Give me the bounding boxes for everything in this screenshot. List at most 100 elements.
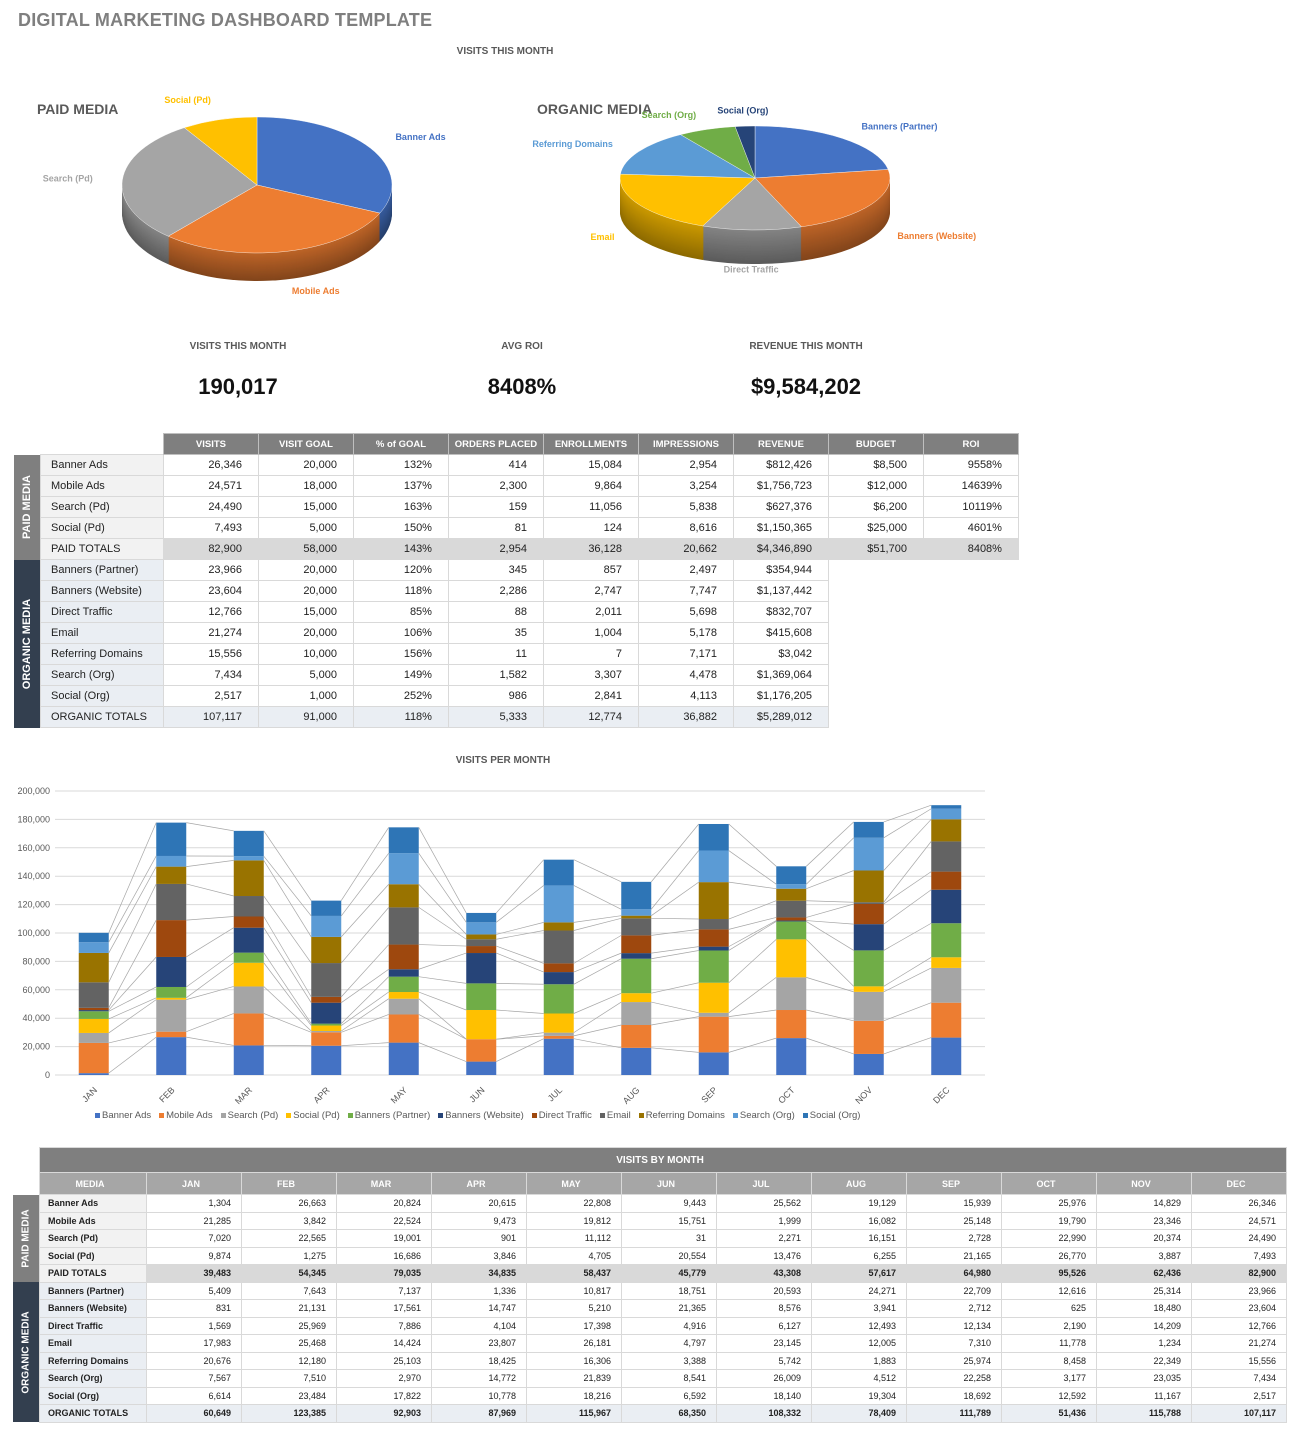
cell: 163%	[352, 496, 449, 518]
cell: 18,480	[1096, 1299, 1192, 1318]
series-line	[728, 917, 777, 930]
cell: 150%	[352, 517, 449, 539]
legend-item: Banner Ads	[95, 1110, 151, 1121]
bar-segment	[776, 888, 807, 901]
kpi-roi-value: 8408%	[487, 374, 557, 399]
x-tick-label: AUG	[621, 1085, 642, 1105]
series-line	[263, 986, 312, 1032]
x-tick-label: APR	[312, 1085, 333, 1105]
row-label: ORGANIC TOTALS	[39, 1404, 147, 1423]
series-line	[263, 855, 312, 917]
bar-segment	[156, 1031, 187, 1038]
cell: 1,275	[241, 1246, 337, 1265]
row-label: Email	[39, 1334, 147, 1353]
cell: $1,176,205	[732, 685, 829, 707]
bar-segment	[311, 1025, 342, 1031]
cell: 62,436	[1096, 1264, 1192, 1283]
series-line	[883, 819, 932, 871]
cell: 10,817	[526, 1281, 622, 1300]
bar-segment	[156, 822, 187, 856]
legend-item: Direct Traffic	[531, 1110, 592, 1121]
series-line	[341, 968, 389, 1003]
cell: 120%	[352, 559, 449, 581]
cell: 81	[447, 517, 544, 539]
month-header: MAR	[336, 1172, 432, 1195]
organic-media-band: ORGANIC MEDIA	[14, 559, 41, 728]
series-line	[186, 860, 234, 867]
totals-row: PAID TOTALS 39,483 54,345 79,035 34,835 58,43…	[13, 1264, 1287, 1283]
row-label: Search (Org)	[39, 1369, 147, 1388]
series-line	[573, 992, 622, 1014]
cell: 19,812	[526, 1211, 622, 1230]
cell: 26,009	[716, 1369, 812, 1388]
cell: 5,210	[526, 1299, 622, 1318]
legend-swatch	[599, 1113, 605, 1118]
series-line	[496, 885, 544, 923]
visits-by-month-table: VISITS BY MONTH MEDIA JAN FEB MAR APR MAY JUN JU…	[13, 1147, 1287, 1423]
cell: 43,308	[716, 1264, 812, 1283]
cell: 7,567	[146, 1369, 242, 1388]
cell: $4,346,890	[732, 538, 829, 560]
series-line	[651, 929, 699, 936]
column-header: ORDERS PLACED	[447, 433, 544, 455]
x-tick-label: SEP	[699, 1085, 719, 1105]
legend-item: Mobile Ads	[159, 1110, 213, 1121]
bar-segment	[776, 866, 807, 885]
cell: 132%	[352, 454, 449, 476]
legend-label: Banners (Website)	[445, 1110, 524, 1121]
cell: 12,774	[542, 706, 639, 728]
cell: 15,000	[257, 496, 354, 518]
bar-segment	[776, 900, 807, 918]
cell: 10119%	[922, 496, 1019, 518]
bar-segment	[156, 999, 187, 1032]
cell: 1,582	[447, 664, 544, 686]
bar-segment	[931, 1002, 962, 1038]
table-row: Direct Traffic 12,766 15,000 85% 88 2,011 5,69…	[14, 601, 1018, 623]
bar-segment	[78, 1010, 109, 1012]
bar-segment	[233, 1013, 264, 1046]
cell: 3,307	[542, 664, 639, 686]
bar-segment	[931, 957, 962, 968]
series-line	[883, 956, 932, 987]
cell: 20,000	[257, 622, 354, 644]
bar-segment	[776, 920, 807, 922]
cell: 54,345	[241, 1264, 337, 1283]
row-label: Search (Pd)	[40, 496, 164, 518]
series-line	[806, 870, 854, 890]
y-tick-label: 180,000	[17, 814, 50, 824]
legend-swatch	[159, 1113, 165, 1118]
cell: 901	[431, 1229, 527, 1248]
series-line	[108, 986, 157, 1012]
cell: $627,376	[732, 496, 829, 518]
cell: 21,839	[526, 1369, 622, 1388]
legend-item: Email	[599, 1110, 631, 1121]
cell: 7,493	[162, 517, 259, 539]
series-line	[186, 822, 234, 832]
bar-segment	[621, 935, 652, 954]
pie-slice	[167, 184, 381, 254]
column-header: IMPRESSIONS	[637, 433, 734, 455]
bar-segment	[156, 997, 187, 1000]
series-line	[418, 827, 467, 914]
cell: $415,608	[732, 622, 829, 644]
bar-segment	[233, 860, 264, 897]
month-header: MAY	[526, 1172, 622, 1195]
series-line	[186, 962, 234, 999]
row-label: Search (Org)	[40, 664, 164, 686]
series-line	[496, 945, 544, 964]
series-line	[108, 1036, 157, 1074]
cell: 15,084	[542, 454, 639, 476]
series-line	[418, 1042, 467, 1062]
series-line	[340, 944, 390, 998]
series-line	[263, 952, 312, 1024]
cell: 12,766	[1191, 1316, 1287, 1335]
cell: 12,616	[1001, 1281, 1097, 1300]
series-line	[418, 907, 467, 940]
table-row: Search (Org) 7,434 5,000 149% 1,582 3,307 4,47…	[14, 664, 1018, 686]
cell: 7,493	[1191, 1246, 1287, 1265]
legend-item: Social (Pd)	[286, 1110, 340, 1121]
kpi-revenue-value: $9,584,202	[750, 374, 862, 399]
cell: 91,000	[257, 706, 354, 728]
series-line	[263, 962, 312, 1026]
